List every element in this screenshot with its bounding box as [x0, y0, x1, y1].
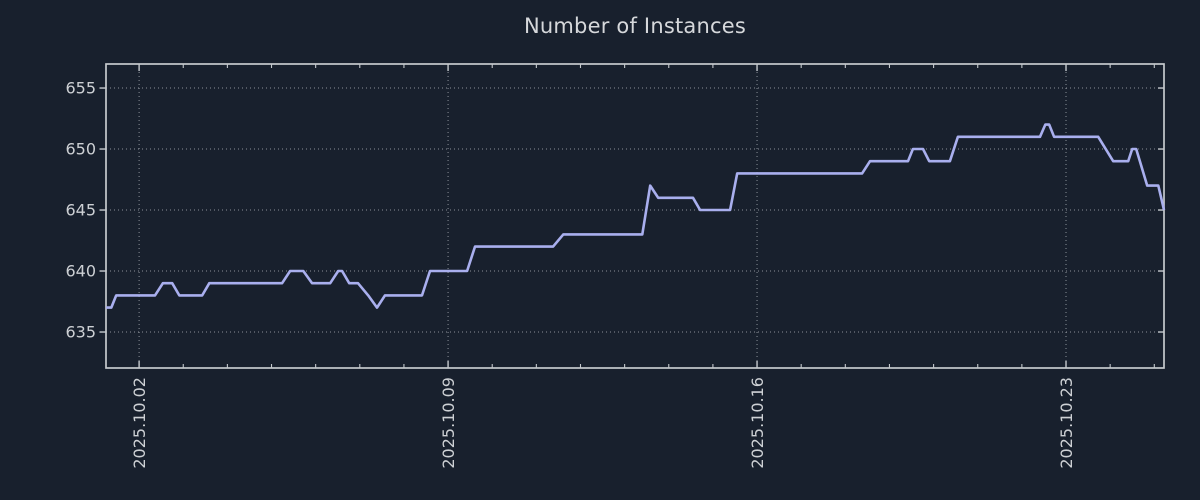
- y-tick-label: 635: [65, 323, 96, 342]
- x-tick-label: 2025.10.02: [130, 377, 149, 469]
- x-tick-label: 2025.10.16: [748, 377, 767, 469]
- y-tick-label: 655: [65, 79, 96, 98]
- series-line: [106, 123, 1166, 309]
- y-tick-label: 640: [65, 262, 96, 281]
- x-tick-label: 2025.10.23: [1057, 377, 1076, 469]
- y-tick-label: 650: [65, 140, 96, 159]
- chart-title: Number of Instances: [523, 14, 746, 38]
- x-tick-label: 2025.10.09: [439, 377, 458, 469]
- plot-border: [105, 63, 1165, 369]
- y-tick-label: 645: [65, 201, 96, 220]
